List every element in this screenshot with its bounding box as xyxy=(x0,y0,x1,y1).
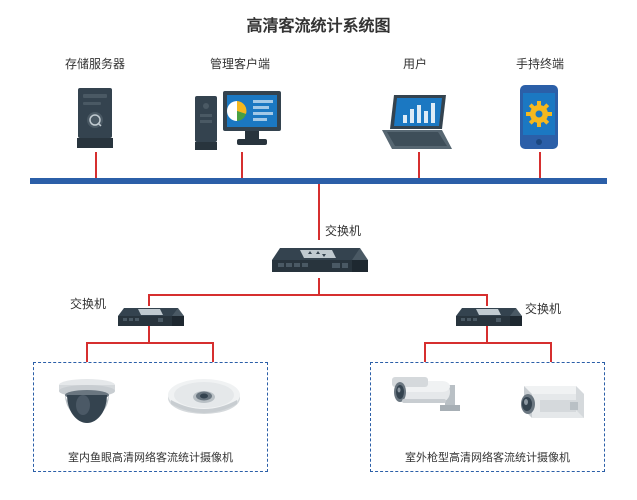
diagram-title: 高清客流统计系统图 xyxy=(0,12,637,36)
label-user: 用户 xyxy=(385,55,445,72)
wire-right-box-h xyxy=(424,342,552,344)
switch-left-icon xyxy=(118,302,184,337)
fisheye-camera-icon xyxy=(165,378,243,435)
wire-center-switch xyxy=(318,184,320,240)
label-switch-center: 交换机 xyxy=(325,222,375,239)
wire-left-box-h xyxy=(86,342,214,344)
box-camera-icon xyxy=(510,380,588,435)
label-management-client: 管理客户端 xyxy=(195,55,285,72)
indoor-camera-label: 室内鱼眼高清网络客流统计摄像机 xyxy=(34,449,267,465)
label-storage-server: 存储服务器 xyxy=(55,55,135,72)
label-switch-left: 交换机 xyxy=(70,295,120,312)
switch-right-icon xyxy=(456,302,522,337)
wire-right-box-r xyxy=(550,342,552,362)
dome-camera-icon xyxy=(55,375,119,435)
switch-center-icon xyxy=(272,240,368,285)
label-switch-right: 交换机 xyxy=(525,300,575,317)
wire-left-box-l xyxy=(86,342,88,362)
management-client-icon xyxy=(195,88,285,157)
bullet-camera-icon xyxy=(390,375,470,438)
smartphone-icon xyxy=(520,85,558,156)
wire-right-box-l xyxy=(424,342,426,362)
laptop-icon xyxy=(380,95,455,158)
label-handheld: 手持终端 xyxy=(505,55,575,72)
wire-storage xyxy=(95,152,97,178)
storage-server-icon xyxy=(75,88,115,155)
outdoor-camera-label: 室外枪型高清网络客流统计摄像机 xyxy=(371,449,604,465)
wire-horizontal xyxy=(148,294,488,296)
wire-left-box-r xyxy=(212,342,214,362)
